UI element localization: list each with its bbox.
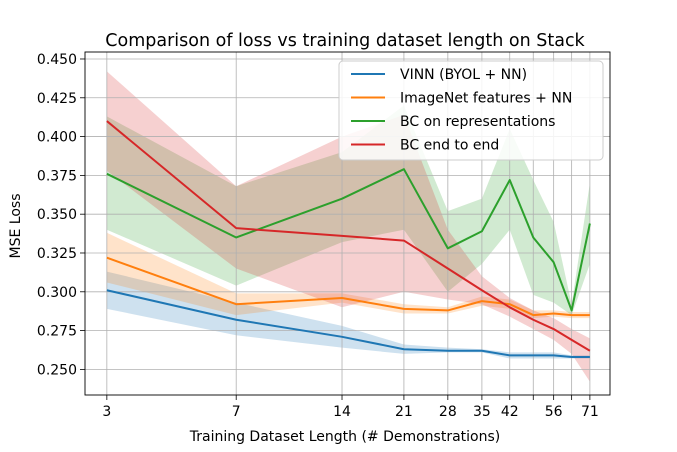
- y-tick-label: 0.400: [37, 130, 77, 146]
- legend-items: VINN (BYOL + NN) ImageNet features + NN BC…: [351, 67, 572, 154]
- series-lines: [106, 120, 591, 358]
- x-tick-label: 14: [333, 404, 351, 420]
- y-tick-label: 0.250: [37, 362, 77, 378]
- plot-frame: [84, 51, 611, 396]
- chart-title: Comparison of loss vs training dataset l…: [105, 31, 585, 51]
- y-tick-label: 0.450: [37, 52, 77, 68]
- legend: VINN (BYOL + NN) ImageNet features + NN BC…: [338, 60, 604, 161]
- series-line: [106, 256, 590, 317]
- confidence-band: [106, 232, 590, 319]
- y-tick-label: 0.275: [37, 324, 77, 340]
- x-tick-label: 7: [232, 404, 241, 420]
- confidence-band: [106, 105, 590, 316]
- legend-label: BC on representations: [400, 114, 555, 130]
- x-tick-label: 28: [439, 404, 457, 420]
- x-axis-ticks: 3 7 14 21 28 35 42 56 71: [102, 395, 599, 420]
- confidence-band: [106, 71, 590, 382]
- legend-frame: [338, 60, 604, 161]
- x-tick-label: 35: [473, 404, 491, 420]
- x-tick-label: 71: [581, 404, 599, 420]
- y-tick-label: 0.300: [37, 285, 77, 301]
- y-tick-label: 0.375: [37, 168, 77, 184]
- y-axis-label: MSE Loss: [8, 194, 24, 259]
- series-line: [106, 289, 590, 358]
- x-tick-label: 21: [395, 404, 413, 420]
- y-axis-ticks: 0.250 0.275 0.300 0.325 0.350 0.375 0.400 0.425…: [37, 52, 85, 378]
- series-line: [106, 120, 591, 352]
- y-tick-label: 0.425: [37, 91, 77, 107]
- x-tick-label: 3: [102, 404, 111, 420]
- x-tick-label: 56: [545, 404, 563, 420]
- y-tick-label: 0.350: [37, 207, 77, 223]
- legend-label: ImageNet features + NN: [400, 91, 572, 107]
- confidence-bands: [106, 71, 590, 382]
- legend-label: BC end to end: [400, 138, 499, 154]
- legend-label: VINN (BYOL + NN): [400, 67, 527, 83]
- x-tick-label: 42: [501, 404, 519, 420]
- y-tick-label: 0.325: [37, 246, 77, 262]
- series-line: [106, 168, 591, 312]
- x-axis-label: Training Dataset Length (# Demonstration…: [189, 429, 501, 445]
- confidence-band: [106, 271, 590, 359]
